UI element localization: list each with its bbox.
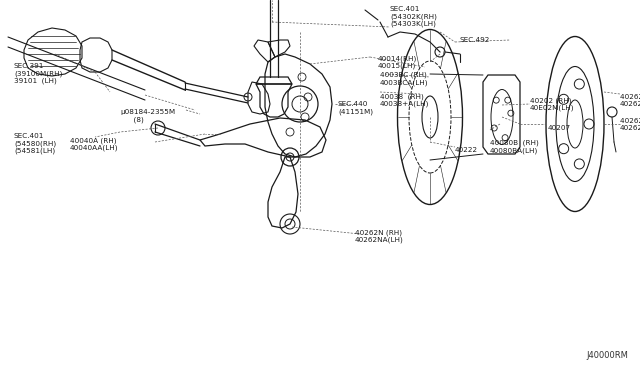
Text: SEC.492: SEC.492 <box>460 37 490 43</box>
Text: SEC.440
(41151M): SEC.440 (41151M) <box>338 101 373 115</box>
Text: 40040A (RH)
40040AA(LH): 40040A (RH) 40040AA(LH) <box>70 137 118 151</box>
Text: 40262  (RH)
40262+A(LH): 40262 (RH) 40262+A(LH) <box>620 93 640 107</box>
Text: 40014(RH)
40015(LH): 40014(RH) 40015(LH) <box>378 55 417 69</box>
Text: 40202 (RH)
40E02M(LH): 40202 (RH) 40E02M(LH) <box>530 97 575 111</box>
Text: 40222: 40222 <box>455 147 478 153</box>
Text: SEC.401
(54580(RH)
(54581(LH): SEC.401 (54580(RH) (54581(LH) <box>14 134 56 154</box>
Text: SEC.391
(39100M(RH)
39101  (LH): SEC.391 (39100M(RH) 39101 (LH) <box>14 64 62 84</box>
Text: SEC.401
(54302K(RH)
(54303K(LH): SEC.401 (54302K(RH) (54303K(LH) <box>390 6 437 27</box>
Text: 40262N (RH)
40262NA(LH): 40262N (RH) 40262NA(LH) <box>355 229 404 243</box>
Text: 40262A (RH)
40262AA(LH): 40262A (RH) 40262AA(LH) <box>620 117 640 131</box>
Text: J40000RM: J40000RM <box>586 351 628 360</box>
Text: µ08184-2355M
      (8): µ08184-2355M (8) <box>120 109 175 123</box>
Text: 40038  (RH)
40038+A(LH): 40038 (RH) 40038+A(LH) <box>380 93 429 107</box>
Text: 40080B  (RH)
40080BA(LH): 40080B (RH) 40080BA(LH) <box>490 140 539 154</box>
Text: 4003BC (RH)
4003BCA(LH): 4003BC (RH) 4003BCA(LH) <box>380 72 429 86</box>
Text: 40207: 40207 <box>548 125 571 131</box>
